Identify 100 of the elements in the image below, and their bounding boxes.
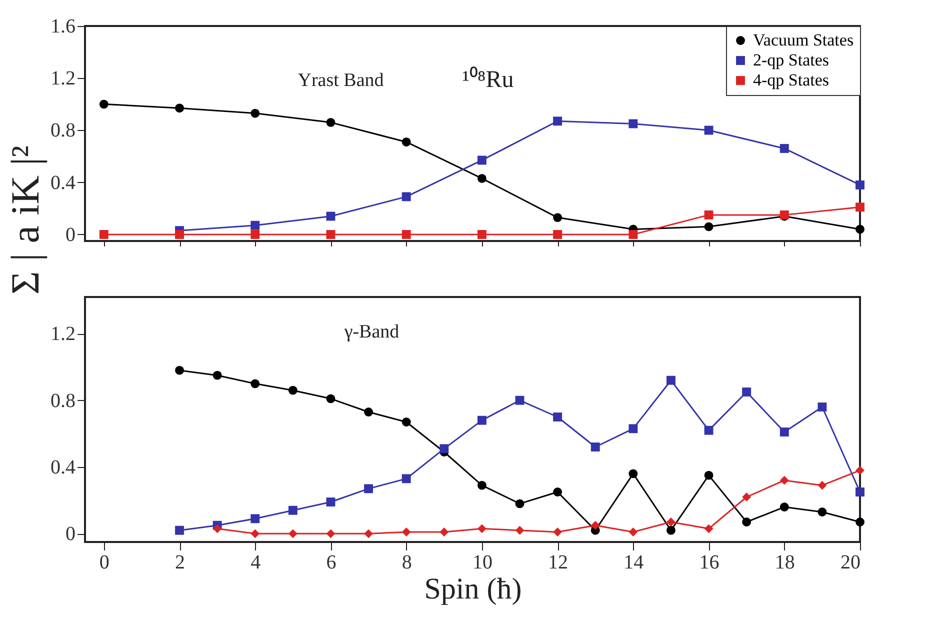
point	[553, 230, 562, 239]
annotation: Yrast Band	[298, 70, 384, 91]
x-tick-label: 6	[326, 552, 336, 574]
point	[704, 210, 714, 220]
point	[402, 138, 411, 146]
point	[628, 230, 638, 239]
annotation: γ-Band	[343, 321, 400, 342]
point	[704, 222, 714, 232]
point	[628, 424, 638, 434]
x-tick-label: 16	[699, 552, 720, 574]
point	[99, 100, 108, 109]
point	[590, 520, 600, 530]
x-tick-label: 12	[548, 552, 568, 574]
y-tick-label: 0.8	[50, 120, 76, 142]
point	[175, 526, 184, 535]
point	[704, 126, 714, 135]
point	[402, 192, 411, 202]
y-tick-label: 0.4	[50, 172, 76, 194]
point	[780, 428, 789, 436]
point	[477, 416, 486, 425]
point	[818, 402, 827, 412]
point	[515, 526, 524, 535]
y-tick-label: 0	[66, 523, 76, 546]
point	[628, 119, 638, 128]
point	[99, 230, 108, 239]
point	[326, 230, 336, 239]
point	[250, 529, 260, 538]
point	[364, 529, 374, 538]
x-tick-label: 14	[624, 552, 644, 574]
point	[856, 488, 864, 496]
point	[212, 370, 222, 380]
point	[288, 529, 298, 538]
point	[818, 480, 827, 490]
point	[780, 144, 789, 153]
point	[250, 514, 260, 524]
point	[553, 488, 562, 496]
point	[175, 366, 184, 375]
x-tick-label: 10	[472, 552, 492, 574]
point	[666, 518, 676, 526]
point	[704, 524, 714, 534]
point	[402, 230, 411, 239]
point	[818, 508, 827, 516]
y-tick-label: 1.2	[50, 68, 76, 90]
point	[856, 466, 864, 475]
point	[326, 498, 336, 506]
point	[288, 386, 298, 395]
legend-label: 4-qp States	[753, 70, 830, 90]
point	[553, 116, 562, 126]
point	[326, 394, 336, 404]
point	[326, 118, 336, 127]
point	[553, 213, 562, 222]
x-tick-label: 18	[774, 552, 795, 574]
point	[364, 484, 374, 494]
y-axis-title: Σ | a iK |²	[2, 145, 48, 295]
point	[212, 524, 222, 534]
point	[440, 444, 449, 454]
x-axis-title: Spin (ħ)	[424, 572, 522, 606]
x-tick-label: 0	[99, 552, 110, 574]
y-tick-label: 0	[66, 224, 76, 246]
point	[742, 492, 752, 502]
point	[856, 518, 864, 526]
x-tick-label: 20	[840, 552, 860, 574]
point	[742, 388, 752, 396]
x-tick-label: 8	[402, 552, 412, 574]
point	[440, 528, 449, 536]
point	[477, 174, 486, 183]
point	[288, 506, 298, 515]
x-tick-label: 4	[250, 552, 261, 574]
point	[175, 230, 184, 239]
point	[326, 212, 336, 221]
y-tick-label: 0.4	[50, 456, 76, 478]
point	[780, 502, 789, 512]
y-tick-label: 1.2	[50, 323, 76, 346]
point	[553, 528, 562, 536]
annotation: ¹⁰⁸Ru	[462, 66, 514, 93]
point	[666, 526, 676, 535]
point	[856, 224, 864, 234]
point	[402, 474, 411, 484]
point	[628, 528, 638, 536]
point	[402, 528, 411, 536]
point	[780, 476, 789, 485]
y-tick-label: 0.8	[50, 390, 76, 412]
legend-label: Vacuum States	[753, 30, 854, 50]
point	[704, 470, 714, 480]
point	[250, 108, 260, 118]
point	[477, 524, 486, 534]
point	[477, 156, 486, 165]
point	[666, 376, 676, 385]
point	[326, 529, 336, 538]
point	[704, 426, 714, 435]
point	[515, 396, 524, 405]
point	[742, 518, 752, 526]
point	[250, 379, 260, 388]
point	[553, 412, 562, 422]
point	[364, 408, 374, 416]
point	[856, 202, 864, 212]
point	[175, 104, 184, 113]
point	[477, 230, 486, 239]
legend-label: 2-qp States	[753, 50, 830, 70]
point	[590, 442, 600, 452]
